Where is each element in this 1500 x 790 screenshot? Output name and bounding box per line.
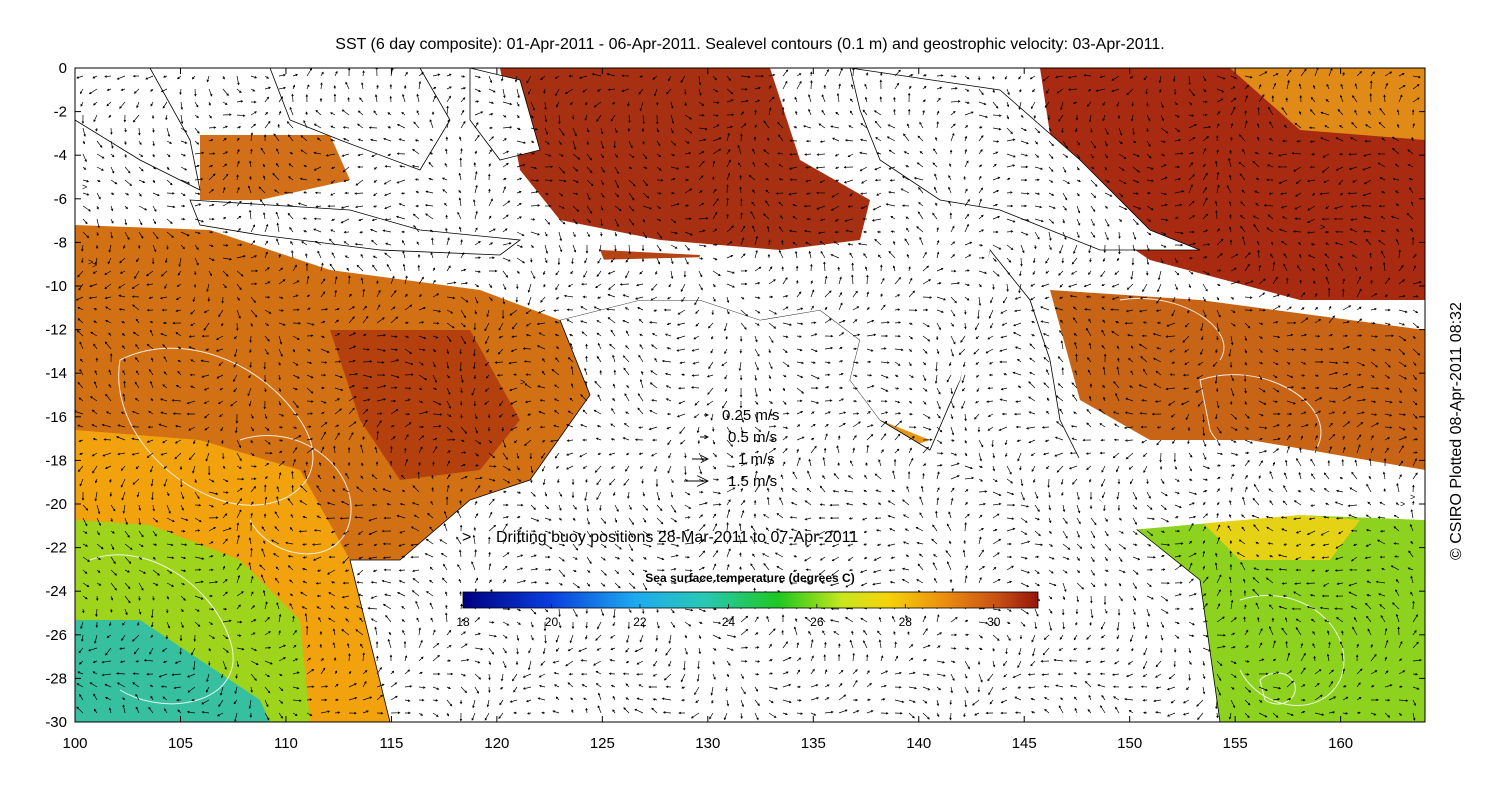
colorbar-tick-label: 18 — [456, 615, 470, 629]
x-tick-label: 155 — [1223, 735, 1248, 752]
colorbar-tick-label: 26 — [810, 615, 824, 629]
y-tick-label: -4 — [54, 147, 67, 164]
x-tick-label: 115 — [379, 735, 403, 752]
y-tick-label: -16 — [45, 409, 67, 426]
velocity-legend-arrow — [692, 454, 710, 464]
java-landmass — [189, 199, 522, 256]
buoy-marker: > — [520, 377, 525, 387]
velocity-legend-arrow — [684, 475, 710, 487]
x-tick-label: 120 — [484, 735, 509, 752]
y-axis: 0 -2 -4 -6 -8 -10 -12 -14 -16 -18 -20 -22 -24 -26 -28 -… — [45, 60, 1425, 731]
y-tick-label: -10 — [45, 278, 67, 295]
y-tick-label: -2 — [54, 104, 67, 121]
y-tick-label: -30 — [45, 714, 67, 731]
sumatra-landmass — [75, 68, 201, 191]
y-tick-label: -24 — [45, 583, 67, 600]
map-frame — [74, 67, 1426, 723]
sealevel-contours — [89, 298, 1345, 706]
velocity-legend-label: 1 m/s — [738, 451, 775, 468]
sst-colorbar: Sea surface temperature (degrees C) 18 20… — [456, 571, 1039, 629]
x-tick-label: 130 — [695, 735, 720, 752]
cloud-gap-pacific — [1060, 440, 1425, 530]
buoy-legend-symbol: > — [462, 529, 471, 546]
y-tick-label: 0 — [59, 60, 67, 77]
buoy-marker: > — [1400, 499, 1405, 509]
x-tick-label: 105 — [168, 735, 193, 752]
buoy-marker: > — [88, 257, 93, 267]
colorbar-gradient — [462, 591, 1039, 609]
y-tick-label: -12 — [45, 322, 67, 339]
geostrophic-velocity-arrows — [75, 68, 1422, 722]
sst-tasman-yellow — [1200, 515, 1360, 560]
buoy-marker: > — [1410, 492, 1415, 502]
x-tick-label: 145 — [1012, 735, 1037, 752]
y-tick-label: -8 — [54, 234, 67, 251]
colorbar-tick-label: 30 — [987, 615, 1001, 629]
colorbar-ticks: 18 20 22 24 26 28 30 — [456, 604, 1001, 629]
velocity-arrow-field — [75, 68, 1422, 722]
velocity-legend: 0.25 m/s 0.5 m/s 1 m/s 1.5 m/s — [684, 407, 780, 490]
map-plot-area: >>>>>>> — [75, 68, 1425, 722]
sst-java-sea — [200, 135, 350, 200]
x-tick-label: 100 — [62, 735, 87, 752]
sst-indian-ocean-cold — [75, 620, 270, 722]
velocity-legend-arrow — [700, 434, 710, 440]
velocity-legend-label: 0.5 m/s — [728, 429, 777, 446]
y-tick-label: -22 — [45, 540, 67, 557]
colorbar-title: Sea surface temperature (degrees C) — [645, 571, 854, 585]
sst-pacific-mid — [1230, 68, 1425, 140]
buoy-marker: > — [82, 182, 87, 192]
y-tick-label: -14 — [45, 365, 67, 382]
colorbar-tick-label: 24 — [722, 615, 736, 629]
x-tick-label: 150 — [1117, 735, 1142, 752]
x-tick-label: 160 — [1328, 735, 1353, 752]
credit-text: © CSIRO Plotted 08-Apr-2011 08:32 — [1448, 302, 1465, 560]
buoy-marker: > — [1320, 222, 1325, 232]
y-tick-label: -28 — [45, 670, 67, 687]
colorbar-tick-label: 28 — [899, 615, 913, 629]
colorbar-tick-label: 20 — [545, 615, 559, 629]
buoy-legend-label: Drifting buoy positions 28-Mar-2011 to 0… — [496, 529, 858, 546]
y-tick-label: -18 — [45, 452, 67, 469]
velocity-legend-label: 1.5 m/s — [728, 473, 777, 490]
buoy-marker: > — [92, 260, 97, 270]
figure-title: SST (6 day composite): 01-Apr-2011 - 06-… — [335, 36, 1165, 53]
x-tick-label: 135 — [801, 735, 826, 752]
borneo-sulawesi-landmass — [269, 68, 451, 171]
colorbar-tick-label: 22 — [633, 615, 647, 629]
y-tick-label: -26 — [45, 627, 67, 644]
drifting-buoys: >>>>>>> — [82, 182, 1415, 509]
velocity-legend-label: 0.25 m/s — [722, 407, 780, 424]
buoy-legend: > Drifting buoy positions 28-Mar-2011 to… — [462, 529, 858, 546]
y-tick-label: -6 — [54, 191, 67, 208]
timor-sea-clear — [510, 250, 990, 440]
y-tick-label: -20 — [45, 496, 67, 513]
x-tick-label: 125 — [590, 735, 615, 752]
x-tick-label: 110 — [274, 735, 298, 752]
sst-indian-ocean-hot — [330, 330, 520, 480]
x-tick-label: 140 — [906, 735, 931, 752]
velocity-legend-arrow — [704, 413, 710, 417]
sst-banda-sea — [500, 68, 870, 250]
x-axis: 100 105 110 115 120 125 130 135 140 145 150 155 160 — [62, 68, 1353, 752]
